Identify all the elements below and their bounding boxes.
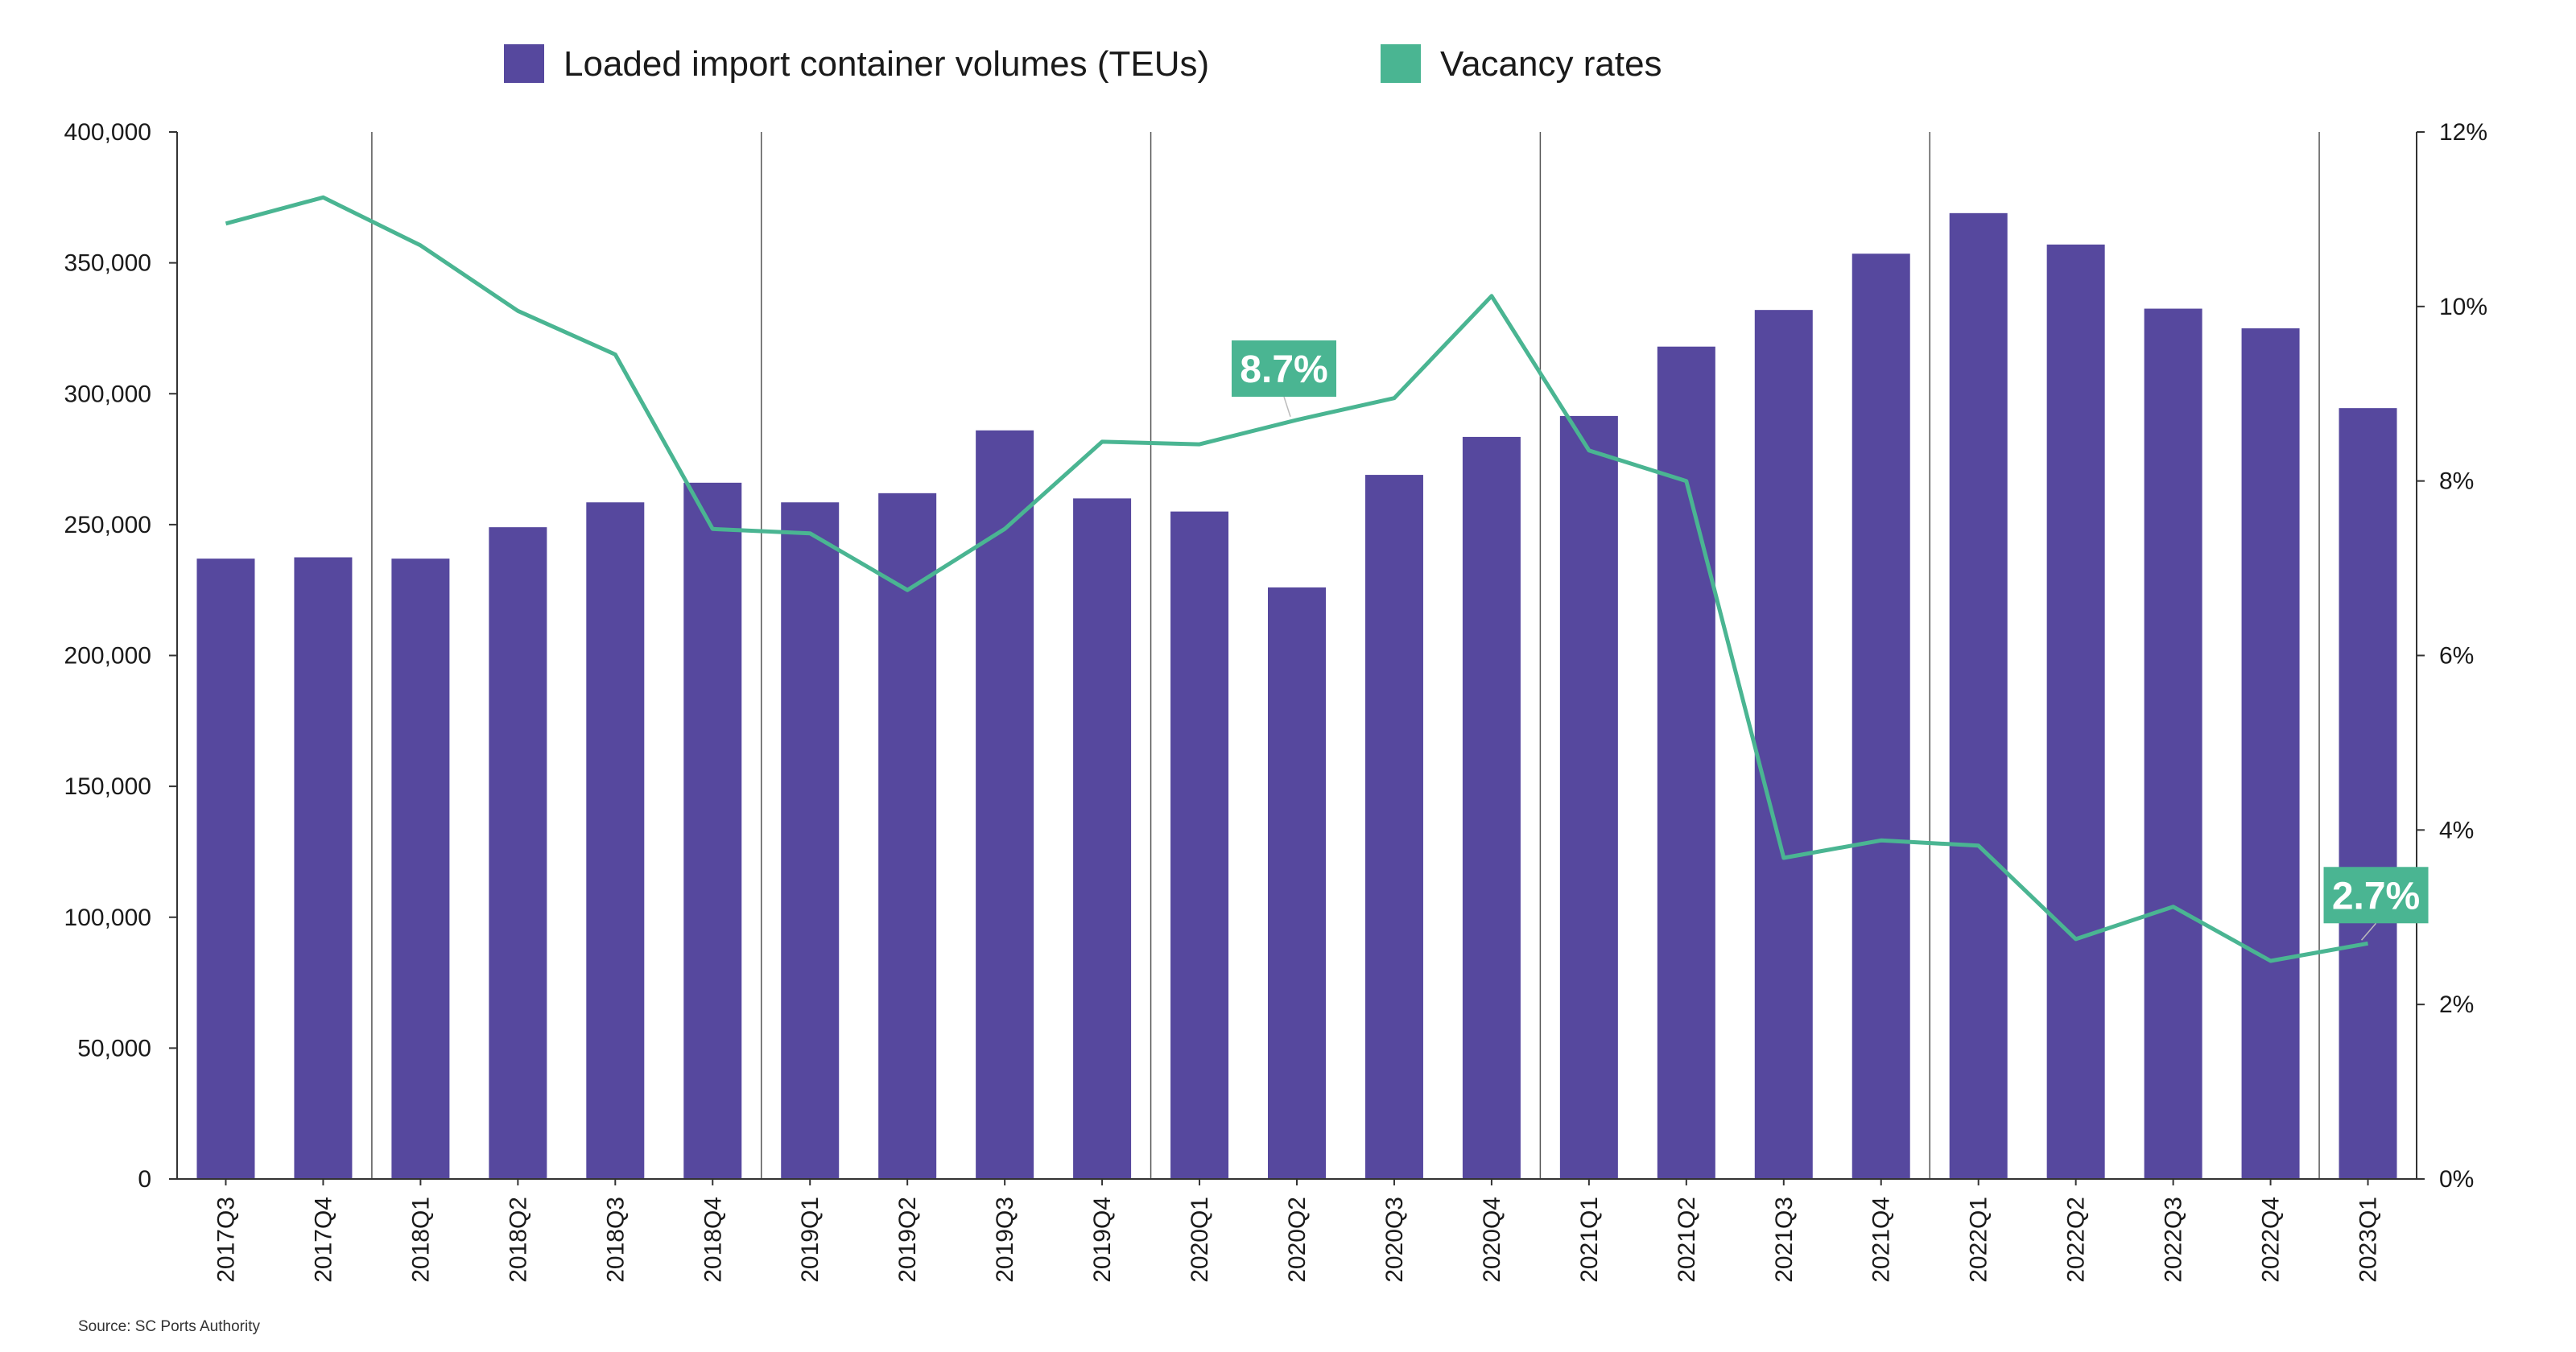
source-note: Source: SC Ports Authority: [78, 1318, 260, 1335]
callout-leader: [2360, 922, 2377, 941]
x-tick-label: 2020Q1: [1187, 1197, 1213, 1283]
bar: [1852, 254, 1910, 1180]
left-tick-label: 350,000: [64, 250, 151, 277]
callout-leader: [1283, 396, 1291, 418]
bar: [586, 502, 645, 1179]
x-tick-label: 2022Q4: [2258, 1197, 2285, 1283]
x-tick-label: 2022Q2: [2063, 1197, 2090, 1283]
legend-bar-label: Loaded import container volumes (TEUs): [564, 44, 1209, 84]
bar: [294, 557, 353, 1179]
left-tick-label: 100,000: [64, 905, 151, 931]
x-tick-label: 2021Q2: [1674, 1197, 1700, 1283]
bar: [781, 502, 840, 1179]
legend-line-swatch: [1381, 44, 1421, 83]
x-tick-label: 2022Q1: [1966, 1197, 1992, 1283]
x-tick-label: 2023Q1: [2355, 1197, 2382, 1283]
callout-box: [1232, 340, 1336, 397]
left-tick-label: 400,000: [64, 119, 151, 146]
x-tick-label: 2020Q2: [1284, 1197, 1311, 1283]
right-tick-label: 10%: [2439, 294, 2487, 320]
legend: Loaded import container volumes (TEUs) V…: [504, 44, 1662, 84]
x-tick-label: 2021Q1: [1576, 1197, 1603, 1283]
bar: [196, 559, 255, 1179]
right-tick-label: 4%: [2439, 817, 2474, 843]
left-tick-label: 250,000: [64, 512, 151, 538]
bar: [1462, 436, 1521, 1179]
right-tick-label: 6%: [2439, 643, 2474, 670]
bar-series: [196, 212, 2397, 1180]
callout-box: [2323, 867, 2429, 924]
legend-line-label: Vacancy rates: [1440, 44, 1662, 84]
left-tick-label: 200,000: [64, 643, 151, 670]
x-tick-label: 2018Q2: [505, 1197, 531, 1283]
bar: [489, 527, 547, 1179]
bar: [1268, 587, 1326, 1179]
x-tick-label: 2019Q3: [992, 1197, 1018, 1283]
x-tick-label: 2019Q4: [1089, 1197, 1116, 1283]
x-tick-label: 2019Q2: [894, 1197, 921, 1283]
bar: [1559, 415, 1618, 1179]
bar: [683, 482, 742, 1179]
left-axis-ticks: 0 50,000 100,000 150,000 200,000 250,000 300,0…: [64, 119, 177, 1193]
right-tick-label: 12%: [2439, 119, 2487, 146]
x-tick-label: 2019Q1: [797, 1197, 824, 1283]
right-tick-label: 8%: [2439, 468, 2474, 495]
right-tick-label: 2%: [2439, 991, 2474, 1018]
x-tick-label: 2017Q4: [310, 1197, 336, 1283]
x-tick-label: 2021Q4: [1868, 1197, 1895, 1283]
bar: [1949, 212, 2008, 1179]
bar: [976, 430, 1034, 1179]
x-tick-label: 2022Q3: [2161, 1197, 2187, 1283]
bar: [1073, 498, 1132, 1179]
callout-label: 2.7%: [2332, 875, 2420, 917]
x-tick-label: 2018Q3: [602, 1197, 629, 1283]
x-tick-label: 2021Q3: [1771, 1197, 1798, 1283]
callouts: 8.7% 2.7%: [1232, 340, 2429, 941]
callout-label: 8.7%: [1240, 348, 1327, 391]
x-tick-label: 2017Q3: [213, 1197, 239, 1283]
bar: [2046, 244, 2105, 1179]
right-axis-ticks: 0% 2% 4% 6% 8% 10% 12%: [2417, 119, 2487, 1193]
bar: [1754, 310, 1813, 1179]
x-tick-label: 2020Q4: [1479, 1197, 1505, 1283]
legend-bar-swatch: [504, 44, 544, 83]
bar: [878, 493, 937, 1179]
bar: [1170, 511, 1229, 1179]
left-tick-label: 50,000: [77, 1035, 151, 1061]
x-tick-label: 2018Q1: [407, 1197, 434, 1283]
x-axis-ticks: 2017Q3 2017Q4 2018Q1 2018Q2 2018Q3 2018Q4 2019…: [213, 1179, 2382, 1283]
bar: [391, 559, 450, 1179]
left-tick-label: 150,000: [64, 773, 151, 800]
bar: [2144, 308, 2202, 1180]
bar: [1657, 346, 1715, 1180]
x-tick-label: 2020Q3: [1381, 1197, 1408, 1283]
line-series: [225, 195, 2368, 963]
bar: [2339, 408, 2397, 1179]
bar: [2241, 328, 2300, 1179]
x-tick-label: 2018Q4: [700, 1197, 726, 1283]
right-tick-label: 0%: [2439, 1166, 2474, 1193]
left-tick-label: 0: [138, 1166, 151, 1193]
bar: [1364, 475, 1423, 1179]
year-dividers: [371, 132, 2320, 1179]
left-tick-label: 300,000: [64, 381, 151, 407]
